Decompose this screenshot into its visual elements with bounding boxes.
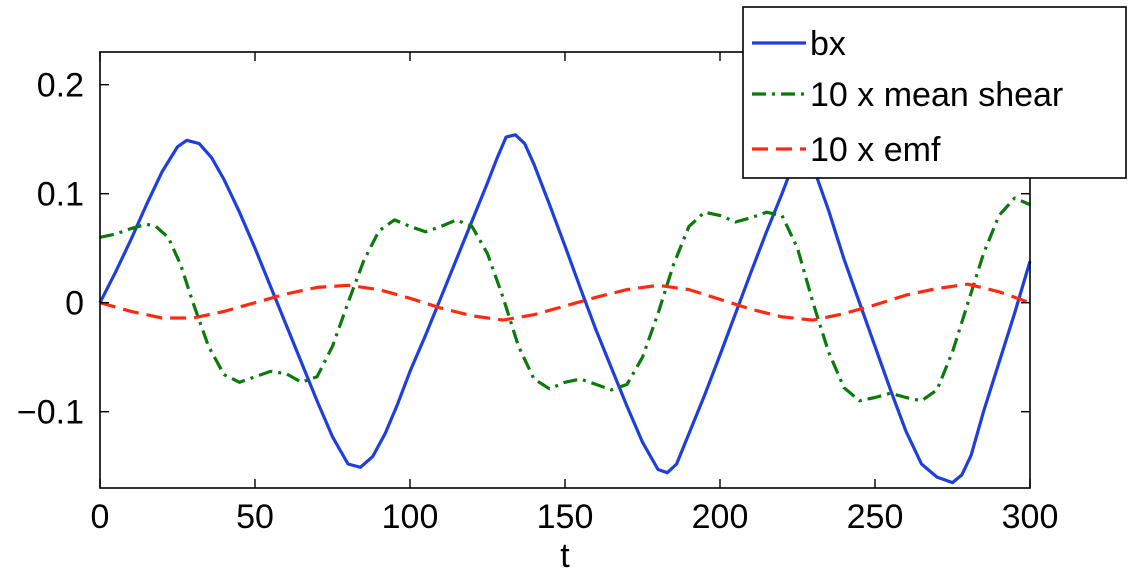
y-tick-label: −0.1 — [17, 394, 84, 432]
x-tick-label: 50 — [236, 498, 274, 536]
y-tick-label: 0.1 — [37, 176, 84, 214]
x-tick-label: 0 — [91, 498, 110, 536]
y-tick-label: 0 — [65, 285, 84, 323]
x-tick-label: 250 — [847, 498, 904, 536]
legend-box — [742, 6, 1127, 179]
legend-label: 10 x emf — [810, 131, 941, 169]
y-tick-label: 0.2 — [37, 67, 84, 105]
legend-label: 10 x mean shear — [810, 76, 1063, 114]
legend: bx 10 x mean shear 10 x emf — [742, 6, 1127, 179]
tick-layer: 0 50 100 150 200 250 300 −0.1 0 0.1 0.2 — [17, 52, 1058, 536]
series-line-1 — [98, 133, 1032, 485]
x-tick-label: 300 — [1002, 498, 1059, 536]
x-axis-title: t — [560, 537, 570, 570]
series-line-3 — [99, 282, 1031, 322]
series-layer — [98, 133, 1032, 485]
series-line-2 — [99, 196, 1031, 403]
legend-entries: bx 10 x mean shear 10 x emf — [752, 25, 1063, 169]
legend-label: bx — [810, 25, 846, 63]
x-tick-label: 200 — [692, 498, 749, 536]
x-tick-label: 150 — [537, 498, 594, 536]
x-tick-label: 100 — [382, 498, 439, 536]
